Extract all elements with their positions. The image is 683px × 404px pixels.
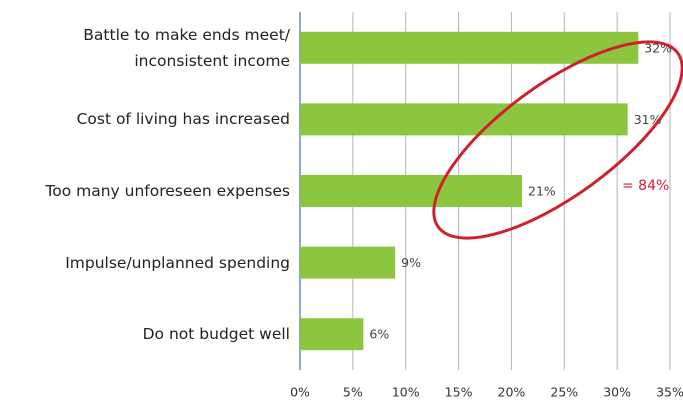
x-tick-label: 10% (392, 385, 420, 400)
x-tick-label: 30% (603, 385, 631, 400)
category-label: Too many unforeseen expenses (0, 178, 290, 204)
chart: 0%5%10%15%20%25%30%35%32%31%21%9%6%= 84%… (0, 0, 683, 404)
value-label: 6% (369, 327, 389, 342)
x-tick-label: 20% (498, 385, 526, 400)
category-label: Do not budget well (0, 321, 290, 347)
x-tick-label: 35% (656, 385, 683, 400)
category-label: Impulse/unplanned spending (0, 250, 290, 276)
x-tick-label: 25% (550, 385, 578, 400)
x-tick-label: 0% (290, 385, 310, 400)
x-tick-label: 5% (343, 385, 363, 400)
category-label: Cost of living has increased (0, 106, 290, 132)
bar (300, 318, 363, 350)
bar (300, 247, 395, 279)
bar (300, 103, 628, 135)
category-label: Battle to make ends meet/ inconsistent i… (0, 22, 290, 74)
x-tick-label: 15% (445, 385, 473, 400)
value-label: 21% (528, 184, 556, 199)
bar (300, 175, 522, 207)
value-label: 9% (401, 255, 421, 270)
annotation: = 84% (622, 178, 669, 194)
